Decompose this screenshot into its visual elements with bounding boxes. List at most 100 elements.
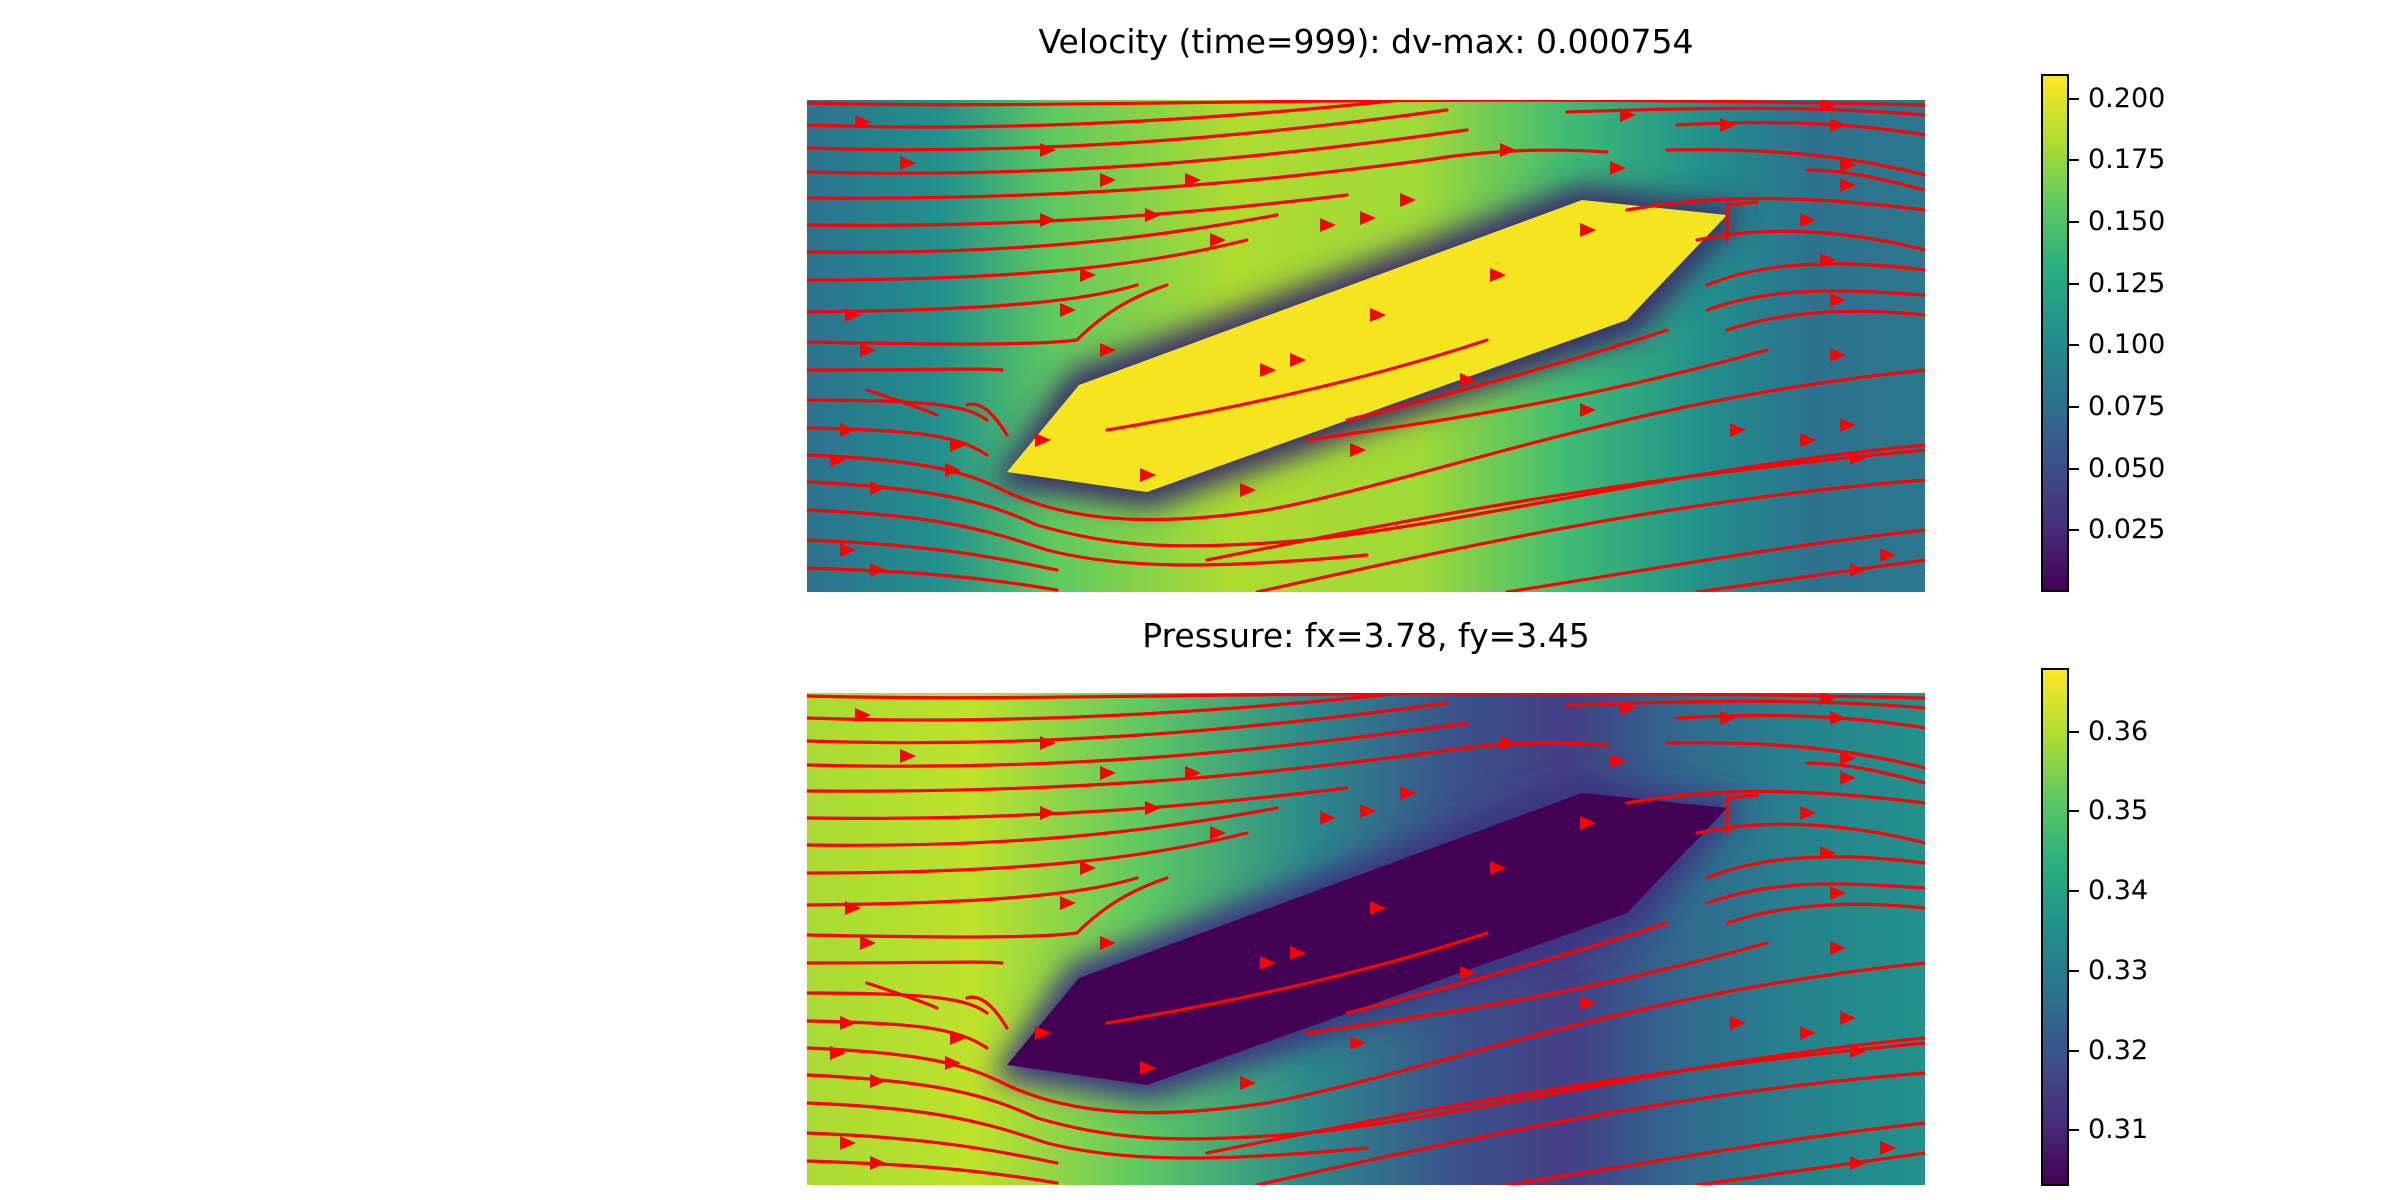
streamline-arrow <box>840 1016 856 1030</box>
streamline <box>1625 196 1925 212</box>
colorbar-tick <box>2069 159 2079 162</box>
streamline <box>1665 741 1925 770</box>
colorbar-tick <box>2069 529 2079 532</box>
streamline-arrow <box>1040 736 1056 750</box>
colorbar-tick <box>2069 467 2079 470</box>
streamline-arrow <box>1400 786 1416 800</box>
streamline <box>807 876 1139 907</box>
colorbar-tick-label: 0.34 <box>2088 875 2149 907</box>
streamline <box>807 831 1249 875</box>
velocity-plot-title: Velocity (time=999): dv-max: 0.000754 <box>1038 22 1694 61</box>
streamline-arrow <box>1620 108 1636 122</box>
streamline-arrow <box>870 481 886 495</box>
pressure-colorbar <box>2041 668 2069 1186</box>
streamline-arrow <box>1210 233 1226 247</box>
streamline <box>807 693 1925 700</box>
streamline <box>1725 793 1759 835</box>
streamline-arrow <box>945 1056 961 1070</box>
streamline-arrows <box>830 693 1896 1170</box>
streamline-arrow <box>1260 956 1276 970</box>
streamline <box>807 398 989 422</box>
streamline-arrow <box>1850 451 1866 465</box>
streamline <box>807 961 1925 1115</box>
streamline-arrow <box>860 343 876 357</box>
streamline-arrow <box>1035 1026 1051 1040</box>
obstacle-body <box>1007 200 1727 492</box>
streamline-arrow <box>1840 771 1856 785</box>
streamline <box>1725 200 1759 242</box>
pressure-heatmap <box>807 693 1925 1185</box>
streamline-arrow <box>830 1046 846 1060</box>
streamline-arrow <box>1350 1036 1366 1050</box>
streamline <box>807 508 1369 567</box>
colorbar-tick-label: 0.36 <box>2088 715 2149 747</box>
obstacle-body <box>1007 793 1727 1085</box>
streamline <box>807 1101 1369 1160</box>
streamline-arrow <box>1880 548 1896 562</box>
streamline-arrow <box>1800 806 1816 820</box>
streamline <box>865 388 939 417</box>
streamline <box>1625 789 1925 805</box>
streamline <box>1345 328 1669 422</box>
streamline-arrow <box>855 115 871 129</box>
streamline-arrow <box>830 453 846 467</box>
streamline-arrow <box>855 708 871 722</box>
streamline-arrow <box>1620 701 1636 715</box>
streamline <box>1705 882 1925 905</box>
streamline <box>1565 699 1925 710</box>
streamline-arrow <box>1040 143 1056 157</box>
streamline-arrow <box>1850 1156 1866 1170</box>
streamline-arrow <box>1100 936 1116 950</box>
streamline-arrow <box>1060 303 1076 317</box>
streamline-arrow <box>1580 816 1596 830</box>
streamline <box>807 741 1609 793</box>
streamline-arrow <box>1830 711 1846 725</box>
streamline-arrow <box>1830 886 1846 900</box>
streamline-arrow <box>870 1156 886 1170</box>
streamline <box>807 283 1169 346</box>
streamline-arrow <box>1360 804 1376 818</box>
streamline <box>1505 1121 1925 1185</box>
streamline <box>1705 289 1925 312</box>
streamline-arrow <box>1580 403 1596 417</box>
streamline-arrow <box>1100 343 1116 357</box>
streamline <box>807 193 1349 227</box>
velocity-heatmap <box>807 100 1925 592</box>
streamline-arrow <box>1820 693 1836 705</box>
streamline-arrow <box>900 156 916 170</box>
streamline-arrow <box>1830 118 1846 132</box>
streamline-arrow <box>1360 211 1376 225</box>
streamline-arrow <box>950 1031 966 1045</box>
streamline-arrow <box>1850 1044 1866 1058</box>
colorbar-tick-label: 0.050 <box>2088 452 2166 484</box>
streamline <box>1695 822 1925 845</box>
colorbar-tick <box>2069 730 2079 733</box>
streamline-arrow <box>845 901 861 915</box>
streamline-arrow <box>845 308 861 322</box>
colorbar-tick <box>2069 406 2079 408</box>
streamline <box>807 108 1449 152</box>
streamline <box>807 128 1469 175</box>
streamline-arrow <box>870 1074 886 1088</box>
streamline <box>1665 148 1925 177</box>
streamline-arrow <box>1840 751 1856 765</box>
colorbar-tick-label: 0.32 <box>2088 1034 2149 1066</box>
streamline-arrow <box>1840 158 1856 172</box>
streamline-arrow <box>1730 423 1746 437</box>
streamline-arrow <box>1500 143 1516 157</box>
colorbar-tick-label: 0.33 <box>2088 954 2149 986</box>
streamline <box>1675 713 1925 730</box>
streamline-arrow <box>1880 1141 1896 1155</box>
colorbar-tick-label: 0.025 <box>2088 514 2166 546</box>
streamline <box>807 213 1279 254</box>
streamline-arrow <box>1185 766 1201 780</box>
streamline-arrow <box>840 543 856 557</box>
streamline-arrow <box>1290 946 1306 960</box>
streamline <box>807 693 1417 722</box>
streamline-arrow <box>1145 801 1161 815</box>
streamline-arrow <box>1035 433 1051 447</box>
streamline-arrow <box>1820 253 1836 267</box>
streamline <box>1805 168 1925 192</box>
streamline <box>807 148 1609 200</box>
streamline-arrow <box>1400 193 1416 207</box>
